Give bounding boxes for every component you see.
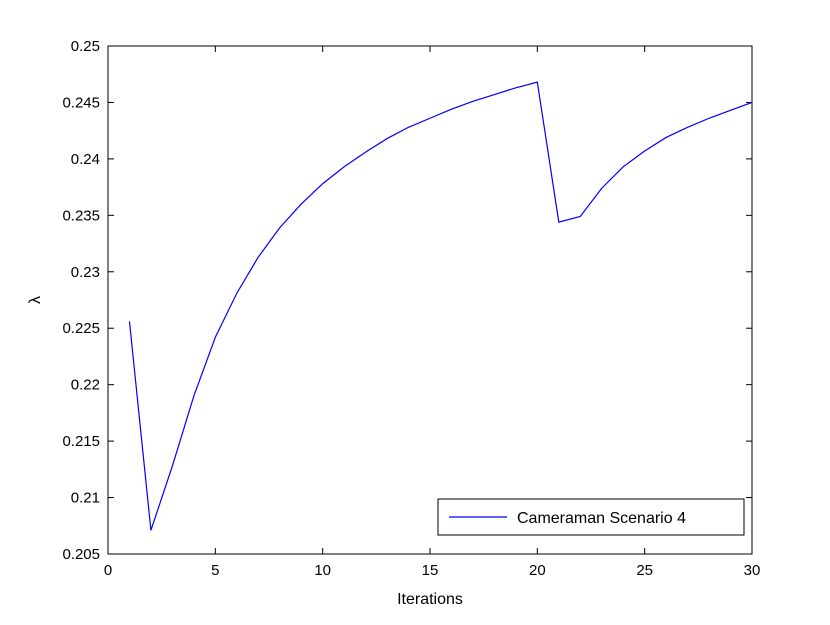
- y-tick-label: 0.205: [62, 546, 100, 563]
- y-tick-label: 0.245: [62, 94, 100, 111]
- y-tick-label: 0.24: [71, 151, 100, 168]
- x-tick-label: 0: [104, 562, 112, 579]
- x-axis-label: Iterations: [397, 591, 463, 608]
- legend-label: Cameraman Scenario 4: [517, 510, 686, 527]
- y-tick-label: 0.23: [71, 264, 100, 281]
- y-tick-label: 0.215: [62, 433, 100, 450]
- plot-area: [107, 45, 753, 555]
- y-tick-label: 0.235: [62, 207, 100, 224]
- x-tick-label: 5: [211, 562, 219, 579]
- series-lines: [128, 81, 753, 531]
- x-tick-label: 10: [314, 562, 331, 579]
- legend: Cameraman Scenario 4: [437, 498, 745, 536]
- x-tick-label: 15: [422, 562, 439, 579]
- x-tick-label: 30: [744, 562, 761, 579]
- y-tick-label: 0.225: [62, 320, 100, 337]
- x-tick-label: 25: [636, 562, 653, 579]
- y-tick-label: 0.21: [71, 490, 100, 507]
- axis-ticks: 0 5 10 15 20 25 30 0.205 0.21 0.215 0.22 0.225 0.23 0…: [62, 38, 760, 579]
- y-tick-label: 0.25: [71, 38, 100, 55]
- y-tick-label: 0.22: [71, 377, 100, 394]
- x-tick-label: 20: [529, 562, 546, 579]
- y-axis-label: λ: [27, 296, 44, 304]
- series-line-0: [128, 81, 753, 531]
